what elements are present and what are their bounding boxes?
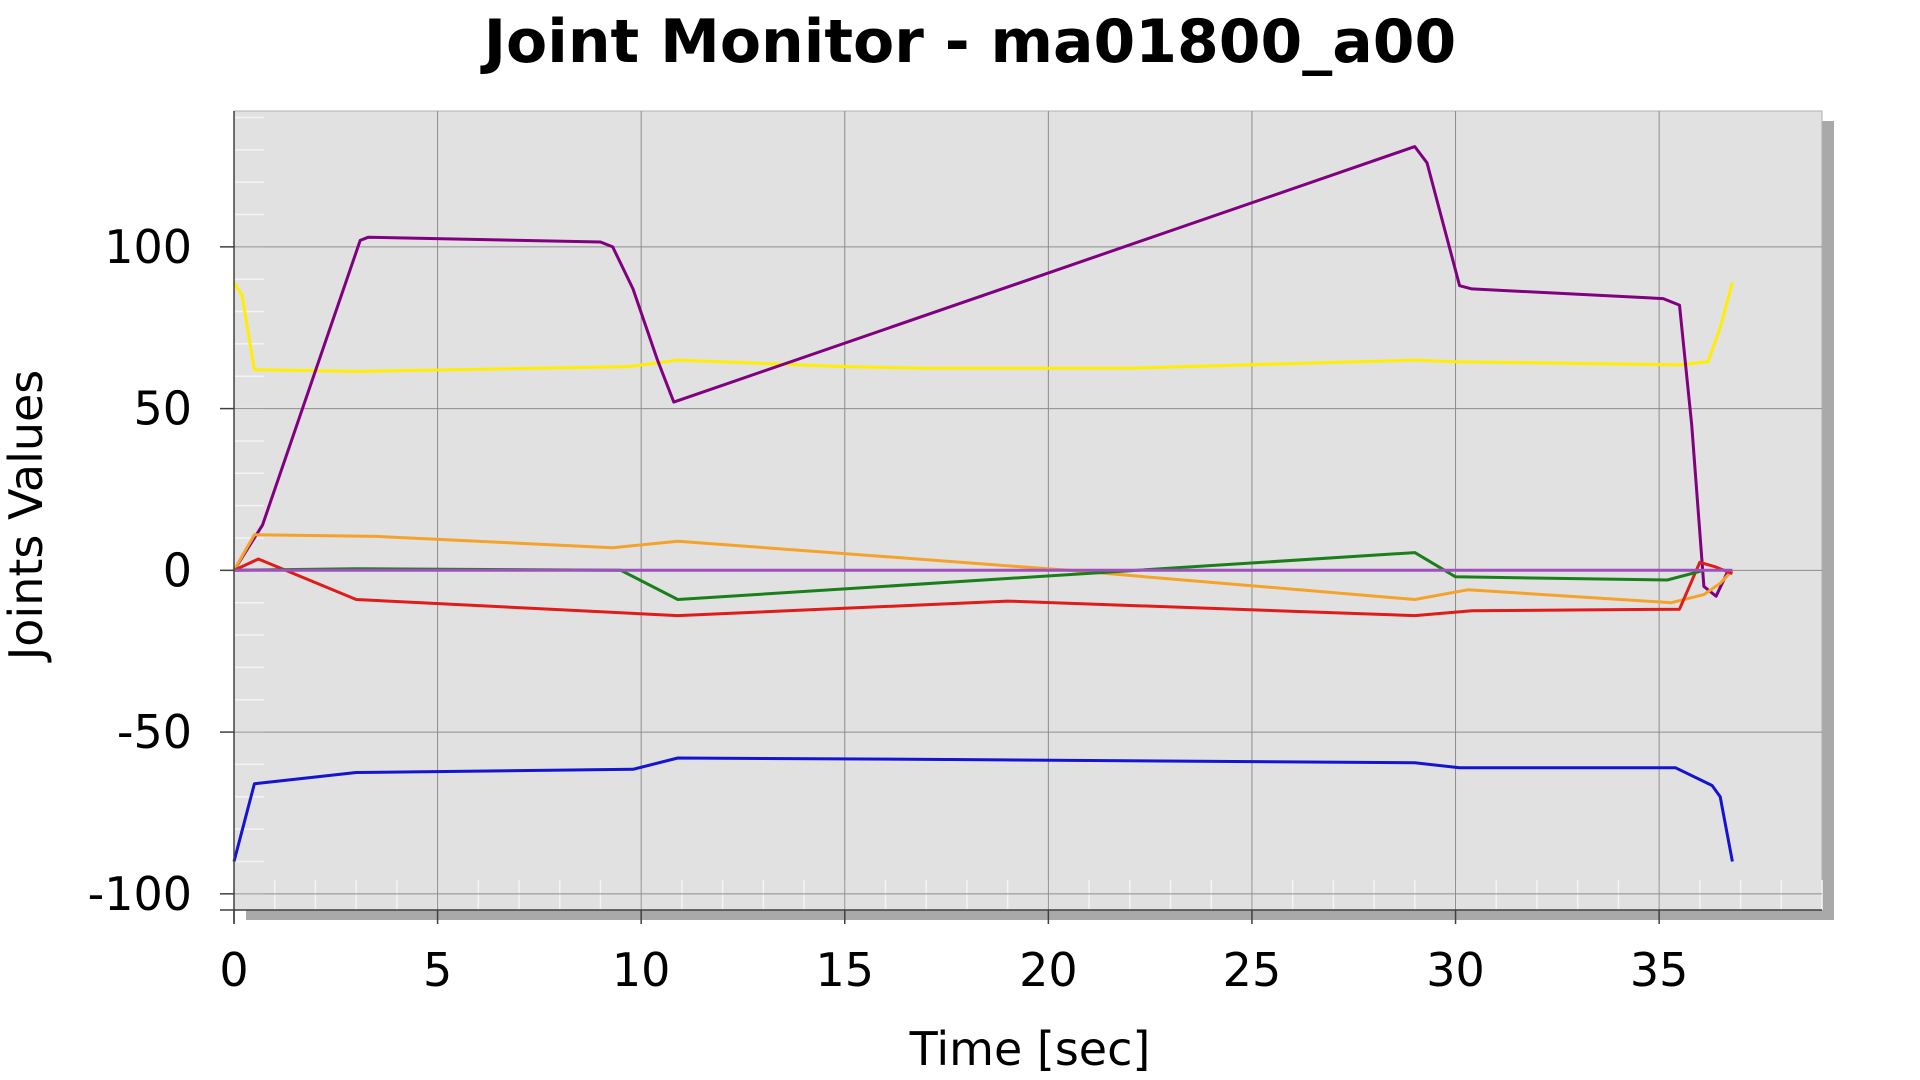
plot-frame bbox=[233, 110, 1834, 920]
tick-labels: 0 5 10 15 20 25 30 35 -100 -50 0 50 100 bbox=[88, 220, 1689, 997]
series-line-2 bbox=[232, 145, 1730, 598]
x-tick-label: 0 bbox=[219, 943, 248, 997]
x-tick-label: 10 bbox=[612, 943, 671, 997]
y-tick-label: -100 bbox=[88, 867, 192, 921]
series-line-3 bbox=[232, 533, 1734, 605]
y-tick-label: 0 bbox=[163, 543, 192, 597]
y-tick-label: 50 bbox=[133, 382, 192, 436]
chart-title: Joint Monitor - ma01800_a00 bbox=[480, 7, 1457, 77]
x-tick-label: 35 bbox=[1630, 943, 1689, 997]
x-tick-label: 15 bbox=[815, 943, 874, 997]
series-line-4 bbox=[233, 557, 1733, 618]
x-tick-label: 30 bbox=[1426, 943, 1485, 997]
x-axis-label: Time [sec] bbox=[909, 1022, 1151, 1076]
y-axis-label: Joints Values bbox=[0, 370, 53, 664]
plot-background bbox=[233, 110, 1823, 911]
plot-axes bbox=[220, 111, 1822, 924]
x-tick-label: 20 bbox=[1019, 943, 1078, 997]
y-tick-label: 100 bbox=[104, 220, 192, 274]
x-tick-label: 25 bbox=[1223, 943, 1282, 997]
series-line-7 bbox=[232, 756, 1734, 862]
x-tick-label: 5 bbox=[423, 943, 452, 997]
plot-series bbox=[232, 145, 1734, 862]
series-line-1 bbox=[232, 281, 1734, 373]
y-tick-label: -50 bbox=[117, 705, 192, 759]
